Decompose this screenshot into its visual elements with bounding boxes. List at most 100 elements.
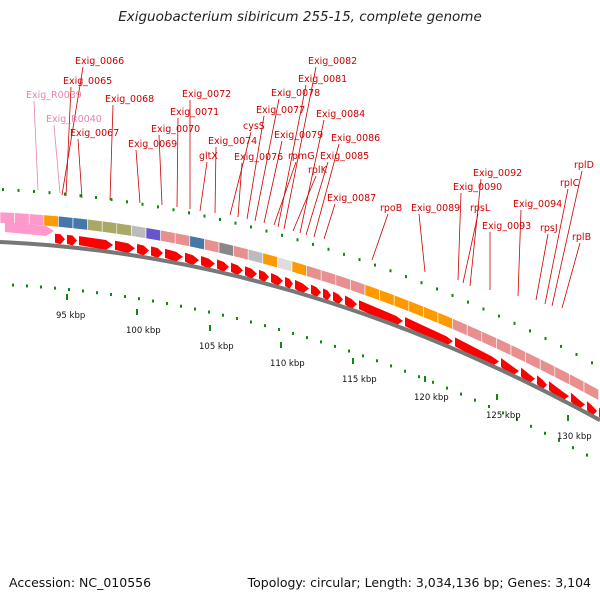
outer-tick (172, 208, 175, 212)
leader-line (109, 104, 114, 201)
inner-tick (432, 380, 434, 384)
gene-label: rpsJ (540, 223, 558, 234)
outer-tick (529, 329, 531, 333)
inner-tick (250, 320, 252, 324)
genome-backbone (0, 240, 600, 422)
inner-tick (362, 354, 364, 358)
inner-tick (166, 302, 168, 306)
gene-label: Exig_0068 (105, 94, 154, 105)
outer-tick (343, 252, 345, 256)
feature-segment (291, 260, 307, 277)
gene-labels: Exig_R0039 Exig_R0040 Exig_0066 Exig_0065 Ex… (26, 56, 594, 243)
inner-tick (12, 283, 14, 287)
leader-line (61, 66, 84, 196)
outer-tick (95, 196, 97, 200)
kbp-label: 110 kbp (270, 359, 305, 369)
gene-label: Exig_0082 (308, 56, 357, 67)
cds-arrow (271, 273, 283, 286)
leader-line (292, 175, 317, 232)
inner-tick (96, 291, 98, 295)
kbp-label: 115 kbp (342, 375, 377, 385)
cds-arrow (185, 252, 199, 266)
inner-tick (390, 364, 392, 368)
accession-label: Accession: NC_010556 (9, 575, 152, 590)
inner-tick (516, 418, 518, 422)
inner-tick (488, 404, 490, 408)
gene-label: Exig_0092 (473, 168, 522, 179)
leader-line (135, 149, 141, 204)
outer-tick (265, 229, 268, 233)
gene-label: rpsL (470, 203, 491, 214)
cds-arrow (231, 262, 243, 276)
major-tick (424, 376, 426, 382)
cds-arrow (79, 236, 113, 250)
gene-label: Exig_0094 (513, 199, 562, 210)
outer-tick (358, 258, 361, 262)
cds-arrow (137, 244, 149, 256)
inner-tick (306, 336, 308, 340)
outer-tick (327, 247, 330, 251)
gene-label: Exig_0079 (274, 130, 323, 141)
leader-line (517, 209, 522, 297)
cds-arrow (55, 233, 65, 245)
leader-line (229, 131, 252, 216)
feature-segment (408, 300, 424, 318)
feature-segment (379, 289, 395, 307)
outer-tick (560, 344, 562, 348)
gene-label: Exig_0089 (411, 203, 460, 214)
cds-arrow (333, 291, 343, 305)
inner-tick (236, 317, 238, 321)
cds-arrow (151, 246, 163, 258)
gene-label: rpmG (288, 151, 315, 162)
gene-label: rplB (572, 232, 591, 243)
inner-tick (460, 392, 462, 396)
leader-line (551, 170, 583, 307)
gene-label: Exig_0067 (70, 128, 119, 139)
outer-tick (219, 217, 221, 221)
feature-segment (583, 381, 599, 401)
feature-segment (393, 294, 410, 313)
kbp-label: 100 kbp (126, 326, 161, 336)
leader-line (263, 140, 283, 224)
cds-arrow (537, 375, 547, 390)
kbp-label: 105 kbp (199, 342, 234, 352)
feature-segment (539, 358, 556, 378)
outer-tick (467, 300, 469, 304)
gene-label: Exig_0065 (63, 76, 112, 87)
inner-tick (264, 324, 266, 328)
feature-segment (262, 252, 278, 269)
leader-line (305, 161, 329, 236)
feature-segment (160, 229, 176, 245)
inner-tick (222, 313, 224, 317)
inner-tick (180, 304, 182, 308)
feature-segment (204, 238, 220, 254)
leader-line (277, 84, 307, 228)
leader-line (371, 213, 389, 261)
inner-tick (502, 411, 504, 415)
inner-tick (558, 438, 560, 442)
inner-tick (404, 369, 406, 373)
cds-arrow (501, 357, 519, 376)
leader-line (323, 203, 336, 240)
inner-tick (152, 299, 154, 303)
inner-tick-marks (12, 283, 588, 457)
inner-tick (124, 295, 126, 299)
cds-arrow (285, 276, 293, 289)
cds-arrow (165, 248, 183, 262)
inner-tick (138, 297, 140, 301)
kbp-label: 95 kbp (56, 311, 85, 321)
kbp-scale-labels: 95 kbp 100 kbp 105 kbp 110 kbp 115 kbp 120 kb… (56, 294, 592, 442)
gene-label: Exig_0070 (151, 124, 200, 135)
inner-tick (572, 446, 574, 450)
leader-line (199, 161, 208, 212)
major-tick (66, 294, 68, 300)
feature-segment (437, 311, 453, 330)
inner-tick (110, 293, 112, 297)
feature-segment (43, 214, 59, 228)
kbp-label: 125 kbp (486, 411, 521, 421)
feature-segment (335, 274, 351, 291)
gene-label: rplD (574, 160, 594, 171)
inner-tick (530, 424, 532, 428)
feature-segment (306, 264, 322, 282)
leader-line (299, 119, 325, 234)
